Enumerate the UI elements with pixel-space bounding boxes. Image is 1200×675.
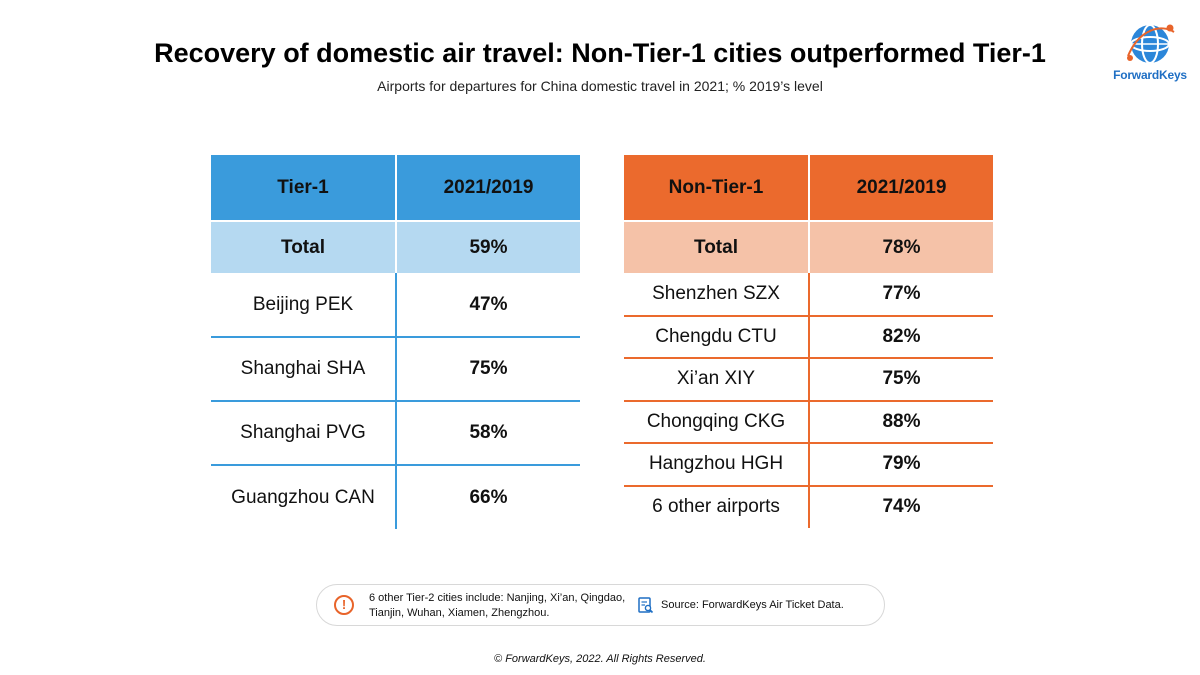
page-title: Recovery of domestic air travel: Non-Tie… <box>154 38 1046 68</box>
total-label: Total <box>211 220 397 273</box>
document-search-icon <box>638 597 654 614</box>
footnote-box: ! 6 other Tier-2 cities include: Nanjing… <box>316 584 885 626</box>
table-row: Hangzhou HGH 79% <box>624 443 993 487</box>
airport-value: 66% <box>469 486 508 508</box>
airport-value: 88% <box>809 400 993 444</box>
airport-value: 75% <box>396 337 580 402</box>
exclamation-circle-icon: ! <box>334 595 354 615</box>
total-label: Total <box>624 220 810 273</box>
header-cell-ratio: 2021/2019 <box>396 155 580 221</box>
airport-value: 75% <box>809 358 993 402</box>
header-cell-ratio: 2021/2019 <box>809 155 993 221</box>
source-text: Source: ForwardKeys Air Ticket Data. <box>661 599 844 611</box>
airport-label: Guangzhou CAN <box>211 465 397 529</box>
total-row: Total 78% <box>624 220 993 273</box>
airport-value: 79% <box>809 443 993 487</box>
airport-label: Shenzhen SZX <box>624 273 810 317</box>
total-row: Total 59% <box>211 220 580 273</box>
total-value: 59% <box>396 220 580 273</box>
header-cell-category: Non-Tier-1 <box>624 155 810 221</box>
airport-label: Shanghai PVG <box>211 401 397 466</box>
airport-value: 82% <box>809 315 993 359</box>
table-row: Shenzhen SZX 77% <box>624 273 993 317</box>
airport-label: Shanghai SHA <box>211 337 397 402</box>
header-cell-category: Tier-1 <box>211 155 397 221</box>
forwardkeys-logo: ForwardKeys <box>1112 20 1188 90</box>
non-tier1-table: Non-Tier-1 2021/2019 Total 78% Shenzhen … <box>624 155 993 528</box>
logo-text: ForwardKeys <box>1113 68 1187 82</box>
table-row: Shanghai SHA 75% <box>211 337 580 402</box>
copyright: © ForwardKeys, 2022. All Rights Reserved… <box>494 653 706 665</box>
table-row: Chongqing CKG 88% <box>624 400 993 444</box>
airport-label: Hangzhou HGH <box>624 443 810 487</box>
total-value: 78% <box>809 220 993 273</box>
airport-value: 74% <box>882 496 921 518</box>
table-header-row: Non-Tier-1 2021/2019 <box>624 155 993 221</box>
table-row: Beijing PEK 47% <box>211 273 580 338</box>
airport-label: 6 other airports <box>624 485 810 528</box>
table-row: Shanghai PVG 58% <box>211 401 580 466</box>
footnote-text: 6 other Tier-2 cities include: Nanjing, … <box>369 592 626 619</box>
airport-value: 58% <box>396 401 580 466</box>
table-row: Guangzhou CAN 66% <box>211 465 580 529</box>
globe-icon <box>1127 24 1175 64</box>
airport-label: Beijing PEK <box>211 273 397 338</box>
table-row: Xi’an XIY 75% <box>624 358 993 402</box>
table-row: 6 other airports 74% <box>624 485 993 528</box>
table-row: Chengdu CTU 82% <box>624 315 993 359</box>
airport-label: Xi’an XIY <box>624 358 810 402</box>
airport-value: 47% <box>396 273 580 338</box>
airport-label: Chongqing CKG <box>624 400 810 444</box>
airport-value: 77% <box>809 273 993 317</box>
table-header-row: Tier-1 2021/2019 <box>211 155 580 221</box>
tier1-table: Tier-1 2021/2019 Total 59% Beijing PEK 4… <box>211 155 580 529</box>
airport-label: Chengdu CTU <box>624 315 810 359</box>
page-subtitle: Airports for departures for China domest… <box>377 78 823 94</box>
